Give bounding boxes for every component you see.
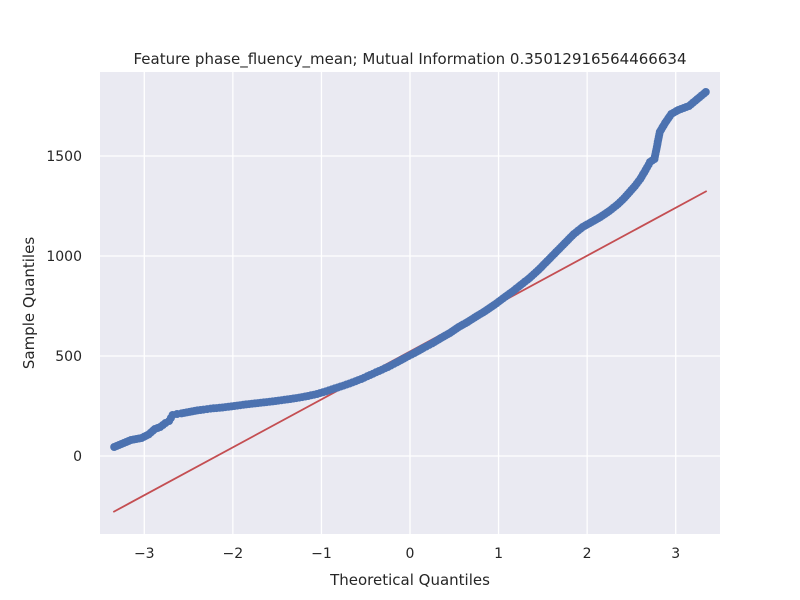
data-point-fill — [212, 404, 221, 413]
y-tick-label: 1000 — [46, 249, 82, 265]
data-point-fill — [166, 414, 175, 422]
data-point-fill — [310, 390, 318, 399]
grid — [100, 72, 720, 534]
x-tick-label: −1 — [311, 546, 332, 562]
x-tick-label: −3 — [134, 546, 155, 562]
data-point-fill — [256, 398, 265, 407]
data-point-fill — [292, 394, 301, 403]
x-tick-label: 0 — [406, 546, 415, 562]
x-tick-label: 2 — [583, 546, 592, 562]
tick-labels: −3 −2 −1 0 1 2 3 0 500 1000 1500 — [46, 149, 680, 562]
data-point-fill — [699, 89, 708, 98]
data-point-fill — [372, 368, 380, 377]
y-tick-label: 0 — [73, 449, 82, 465]
chart-title: Feature phase_fluency_mean; Mutual Infor… — [133, 50, 686, 69]
y-tick-label: 500 — [55, 349, 82, 365]
data-point-fill — [248, 399, 256, 408]
data-point-fill — [230, 402, 239, 410]
data-point-fill — [274, 396, 283, 405]
data-point-fill — [265, 397, 274, 406]
y-tick-label: 1500 — [46, 149, 82, 165]
data-point-fill — [196, 406, 205, 414]
x-tick-label: 3 — [671, 546, 680, 562]
data-point-fill — [239, 400, 248, 409]
data-point-fill — [283, 395, 292, 404]
data-point-fill — [221, 403, 230, 412]
x-tick-label: 1 — [494, 546, 503, 562]
y-axis-label: Sample Quantiles — [20, 237, 38, 369]
data-points — [110, 88, 710, 451]
data-point-fill — [203, 405, 212, 414]
data-point-fill — [158, 421, 167, 429]
x-axis-label: Theoretical Quantiles — [329, 571, 490, 589]
x-tick-label: −2 — [223, 546, 244, 562]
